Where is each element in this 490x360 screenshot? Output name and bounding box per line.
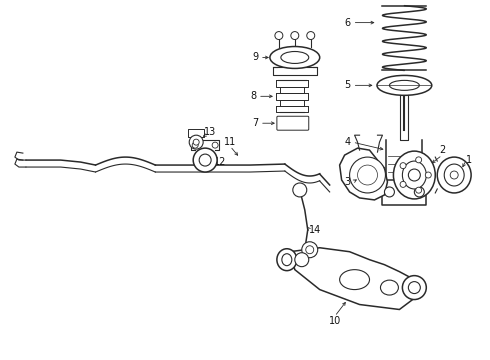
- Circle shape: [385, 187, 394, 197]
- Circle shape: [307, 32, 315, 40]
- Ellipse shape: [281, 51, 309, 63]
- Text: 12: 12: [214, 157, 226, 167]
- Ellipse shape: [437, 157, 471, 193]
- Circle shape: [349, 157, 386, 193]
- Text: 3: 3: [344, 177, 351, 187]
- Circle shape: [193, 139, 199, 145]
- Polygon shape: [340, 148, 388, 200]
- Text: 11: 11: [224, 137, 236, 147]
- Polygon shape: [290, 248, 419, 310]
- Circle shape: [193, 148, 217, 172]
- Circle shape: [416, 187, 421, 193]
- Circle shape: [416, 157, 421, 163]
- Text: 1: 1: [466, 155, 472, 165]
- Circle shape: [295, 253, 309, 267]
- Circle shape: [358, 165, 377, 185]
- Circle shape: [302, 242, 318, 258]
- Text: 4: 4: [344, 137, 351, 147]
- Ellipse shape: [377, 75, 432, 95]
- Ellipse shape: [390, 80, 419, 90]
- Text: 13: 13: [204, 127, 216, 137]
- Circle shape: [400, 163, 406, 168]
- Text: 14: 14: [309, 225, 321, 235]
- Ellipse shape: [380, 280, 398, 295]
- Ellipse shape: [393, 151, 435, 199]
- Ellipse shape: [282, 254, 292, 266]
- Circle shape: [199, 154, 211, 166]
- Circle shape: [212, 142, 218, 148]
- Circle shape: [408, 282, 420, 293]
- Ellipse shape: [402, 161, 426, 189]
- Ellipse shape: [270, 46, 319, 68]
- Circle shape: [402, 276, 426, 300]
- Text: 8: 8: [250, 91, 256, 101]
- Circle shape: [408, 169, 420, 181]
- Circle shape: [291, 32, 299, 40]
- Circle shape: [192, 142, 198, 148]
- Circle shape: [293, 183, 307, 197]
- Text: 7: 7: [252, 118, 258, 128]
- Circle shape: [415, 187, 424, 197]
- Circle shape: [306, 246, 314, 254]
- FancyBboxPatch shape: [277, 116, 309, 130]
- Ellipse shape: [277, 249, 297, 271]
- Text: 2: 2: [439, 145, 445, 155]
- Text: 9: 9: [252, 53, 258, 63]
- Circle shape: [400, 181, 406, 187]
- Ellipse shape: [450, 171, 458, 179]
- Circle shape: [189, 135, 203, 149]
- Text: 10: 10: [328, 316, 341, 327]
- Ellipse shape: [340, 270, 369, 289]
- Ellipse shape: [444, 164, 464, 186]
- Text: 6: 6: [344, 18, 351, 28]
- Circle shape: [425, 172, 431, 178]
- Text: 5: 5: [344, 80, 351, 90]
- Circle shape: [275, 32, 283, 40]
